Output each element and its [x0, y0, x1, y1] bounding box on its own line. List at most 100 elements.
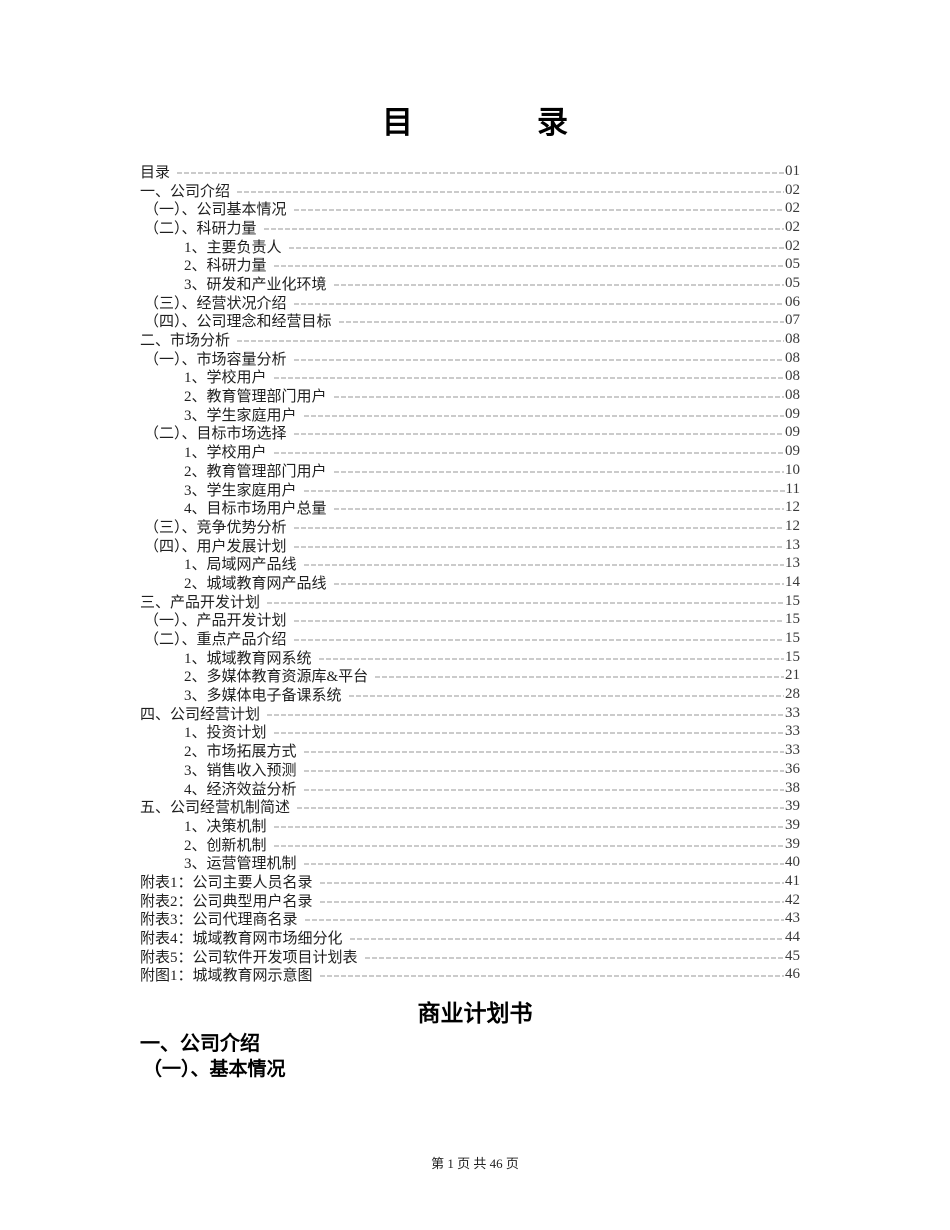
toc-leader-line — [273, 826, 784, 828]
toc-entry[interactable]: 二、市场分析 08 — [140, 330, 800, 349]
toc-entry[interactable]: 3、研发和产业化环境 05 — [140, 274, 800, 293]
toc-entry[interactable]: 2、市场拓展方式 33 — [140, 741, 800, 760]
toc-entry-label: （一）、产品开发计划 — [144, 613, 287, 630]
toc-leader-line — [364, 957, 784, 959]
toc-entry-label: 3、销售收入预测 — [184, 762, 297, 779]
toc-entry-label: （二）、目标市场选择 — [144, 426, 287, 443]
toc-leader-line — [293, 359, 784, 361]
toc-leader-line — [293, 303, 784, 305]
toc-page-number: 39 — [785, 835, 800, 852]
toc-entry[interactable]: 1、学校用户 08 — [140, 368, 800, 387]
toc-page-number: 43 — [785, 910, 800, 927]
toc-leader-line — [293, 433, 784, 435]
toc-entry-label: 2、教育管理部门用户 — [184, 463, 327, 480]
toc-page-number: 13 — [785, 555, 800, 572]
toc-entry[interactable]: 3、销售收入预测 36 — [140, 760, 800, 779]
toc-entry[interactable]: 4、经济效益分析 38 — [140, 779, 800, 798]
toc-entry-label: 3、学生家庭用户 — [184, 407, 297, 424]
toc-entry[interactable]: 3、学生家庭用户 09 — [140, 405, 800, 424]
toc-page-number: 44 — [785, 929, 800, 946]
toc-page-number: 33 — [785, 704, 800, 721]
toc-entry[interactable]: 四、公司经营计划 33 — [140, 704, 800, 723]
toc-entry[interactable]: 2、多媒体教育资源库&平台 21 — [140, 667, 800, 686]
toc-leader-line — [319, 882, 784, 884]
toc-entry[interactable]: 目录 01 — [140, 162, 800, 181]
toc-entry[interactable]: 3、学生家庭用户 11 — [140, 480, 800, 499]
toc-leader-line — [273, 452, 784, 454]
toc-entry[interactable]: 附表4：城域教育网市场细分化 44 — [140, 928, 800, 947]
toc-leader-line — [293, 620, 784, 622]
toc-entry-label: 2、教育管理部门用户 — [184, 389, 327, 406]
toc-entry[interactable]: 1、投资计划 33 — [140, 723, 800, 741]
toc-entry[interactable]: 2、教育管理部门用户 08 — [140, 386, 800, 405]
toc-entry-label: 1、城域教育网系统 — [184, 650, 312, 667]
toc-page-number: 13 — [785, 536, 800, 553]
toc-entry[interactable]: （一）、公司基本情况 02 — [140, 199, 800, 218]
toc-entry[interactable]: 三、产品开发计划 15 — [140, 592, 800, 611]
toc-entry[interactable]: 4、目标市场用户总量 12 — [140, 498, 800, 517]
toc-entry[interactable]: （三）、经营状况介绍 06 — [140, 293, 800, 312]
toc-page-number: 15 — [785, 592, 800, 609]
toc-page-number: 14 — [785, 573, 800, 590]
toc-entry[interactable]: 附表2：公司典型用户名录 42 — [140, 891, 800, 910]
toc-page-number: 45 — [785, 947, 800, 964]
toc-entry[interactable]: 一、公司介绍 02 — [140, 181, 800, 200]
toc-entry-label: 2、多媒体教育资源库&平台 — [184, 669, 369, 686]
toc-entry-label: （一）、市场容量分析 — [144, 351, 287, 368]
toc-entry-label: 附图1：城域教育网示意图 — [140, 968, 313, 985]
toc-entry[interactable]: 1、城域教育网系统 15 — [140, 648, 800, 667]
toc-entry[interactable]: 五、公司经营机制简述 39 — [140, 797, 800, 816]
toc-leader-line — [333, 508, 784, 510]
toc-page-number: 39 — [785, 816, 800, 833]
toc-entry[interactable]: （一）、产品开发计划 15 — [140, 611, 800, 630]
toc-entry[interactable]: 1、局域网产品线 13 — [140, 554, 800, 573]
toc-entry[interactable]: 2、科研力量 05 — [140, 255, 800, 274]
toc-entry[interactable]: 3、运营管理机制 40 — [140, 853, 800, 872]
toc-entry-label: 1、主要负责人 — [184, 239, 282, 256]
toc-entry[interactable]: 2、创新机制 39 — [140, 835, 800, 854]
toc-entry[interactable]: 1、决策机制 39 — [140, 816, 800, 835]
toc-leader-line — [348, 695, 784, 697]
toc-entry[interactable]: （二）、重点产品介绍 15 — [140, 629, 800, 648]
toc-entry-label: 五、公司经营机制简述 — [140, 800, 291, 817]
toc-leader-line — [303, 863, 784, 865]
toc-leader-line — [333, 583, 784, 585]
toc-entry[interactable]: 1、学校用户 09 — [140, 442, 800, 461]
toc-entry[interactable]: 2、城域教育网产品线 14 — [140, 573, 800, 592]
toc-page-number: 36 — [785, 760, 800, 777]
toc-page-number: 07 — [785, 312, 800, 329]
toc-leader-line — [237, 191, 784, 193]
toc-entry-label: 附表1：公司主要人员名录 — [140, 874, 313, 891]
toc-leader-line — [273, 845, 784, 847]
toc-entry[interactable]: 3、多媒体电子备课系统 28 — [140, 685, 800, 704]
toc-page-number: 33 — [785, 723, 800, 740]
toc-leader-line — [297, 807, 784, 809]
toc-page-number: 41 — [785, 872, 800, 889]
toc-entry[interactable]: 附表3：公司代理商名录 43 — [140, 910, 800, 928]
toc-entry-label: 附表2：公司典型用户名录 — [140, 893, 313, 910]
toc-entry[interactable]: （二）、目标市场选择 09 — [140, 424, 800, 443]
toc-page-number: 15 — [785, 611, 800, 628]
toc-entry[interactable]: （一）、市场容量分析 08 — [140, 349, 800, 368]
toc-leader-line — [375, 676, 784, 678]
toc-leader-line — [177, 172, 784, 174]
toc-entry[interactable]: 附表1：公司主要人员名录 41 — [140, 872, 800, 891]
toc-leader-line — [303, 564, 784, 566]
toc-entry[interactable]: 2、教育管理部门用户 10 — [140, 461, 800, 480]
toc-entry[interactable]: （三）、竞争优势分析 12 — [140, 517, 800, 536]
toc-entry[interactable]: （四）、公司理念和经营目标 07 — [140, 312, 800, 330]
toc-leader-line — [293, 546, 784, 548]
toc-page-number: 08 — [785, 331, 800, 348]
toc-page-number: 08 — [785, 387, 800, 404]
toc-entry-label: 四、公司经营计划 — [140, 706, 261, 723]
toc-entry[interactable]: （二）、科研力量 02 — [140, 218, 800, 237]
toc-entry[interactable]: 1、主要负责人 02 — [140, 237, 800, 256]
toc-entry-label: 1、学校用户 — [184, 370, 267, 387]
toc-page-number: 10 — [785, 461, 800, 478]
toc-entry-label: （二）、重点产品介绍 — [144, 632, 287, 649]
toc-entry[interactable]: 附图1：城域教育网示意图 46 — [140, 966, 800, 985]
toc-entry[interactable]: （四）、用户发展计划 13 — [140, 536, 800, 555]
toc-entry[interactable]: 附表5：公司软件开发项目计划表 45 — [140, 947, 800, 966]
toc-entry-label: 2、创新机制 — [184, 837, 267, 854]
